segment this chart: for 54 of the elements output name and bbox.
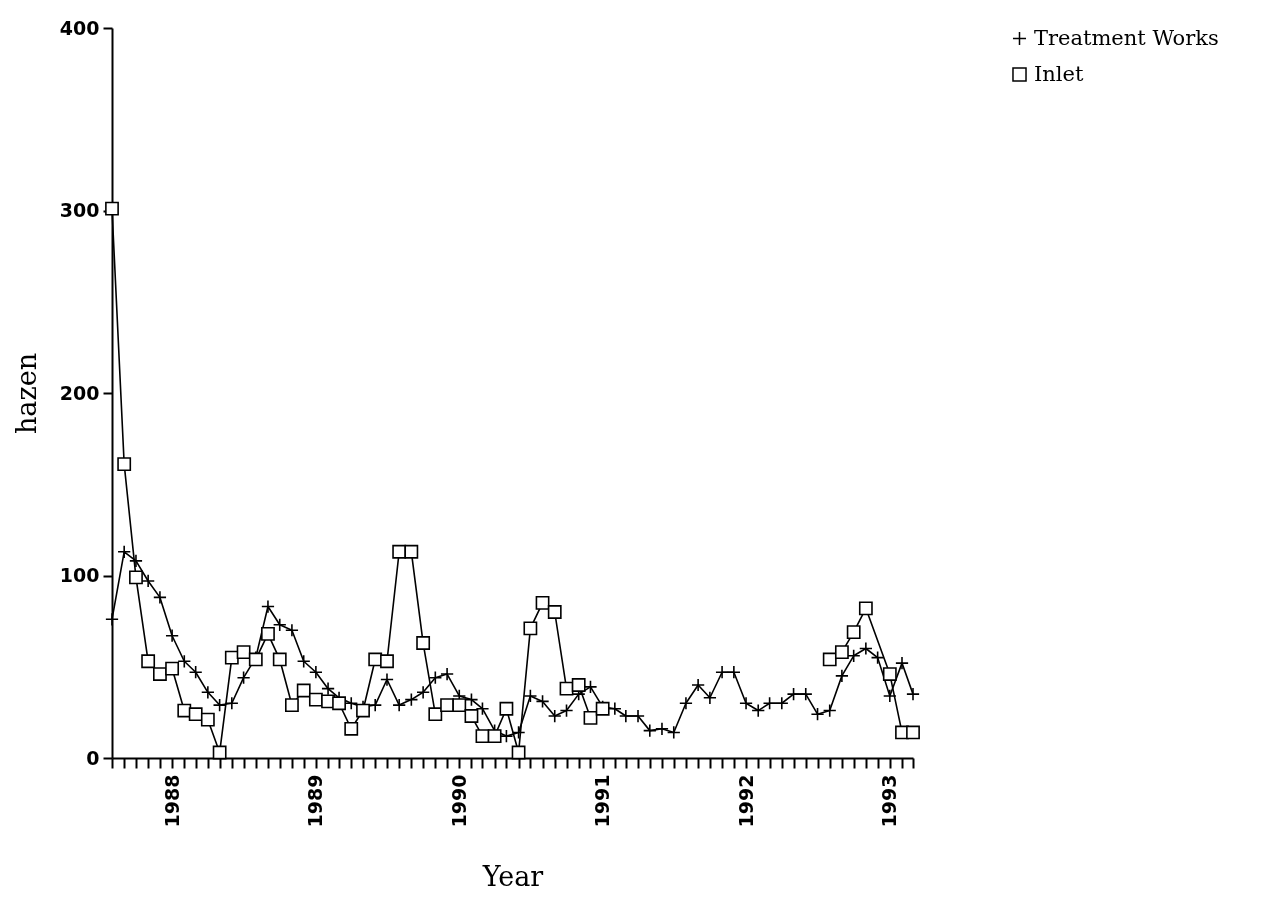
point: [117, 457, 132, 472]
x-tick-label: 1989: [304, 774, 327, 828]
y-tick-label: 100: [59, 564, 100, 586]
point: [511, 745, 526, 760]
point: [882, 667, 897, 681]
y-axis-title: hazen: [10, 352, 42, 435]
point: [499, 701, 514, 716]
legend-label: Treatment Works: [1034, 25, 1219, 50]
x-tick-label: 1991: [591, 774, 614, 828]
point: [822, 652, 837, 667]
x-axis-title: Year: [481, 861, 544, 893]
point: [344, 721, 359, 736]
point: [571, 678, 586, 692]
point: [583, 710, 598, 725]
point: [380, 654, 394, 669]
point: [272, 652, 287, 667]
point: [834, 645, 849, 660]
point: [332, 696, 346, 711]
x-tick-label: 1992: [734, 774, 757, 828]
point: [535, 595, 550, 610]
point: [523, 621, 538, 636]
y-tick-label: 0: [86, 746, 100, 769]
y-tick-label: 200: [59, 381, 100, 404]
point: [165, 661, 180, 676]
legend-label: Inlet: [1034, 61, 1084, 86]
point: [188, 707, 203, 722]
point: [261, 626, 275, 641]
point: [906, 725, 920, 740]
x-tick-label: 1990: [447, 774, 470, 828]
point: [141, 654, 156, 669]
point: [224, 650, 239, 665]
point: [153, 667, 167, 681]
y-tick-label: 300: [59, 199, 100, 221]
point: [452, 698, 467, 712]
point: [129, 570, 143, 585]
point: [547, 605, 562, 619]
point: [236, 645, 251, 660]
point: [308, 692, 323, 707]
point: [858, 601, 873, 616]
point: [428, 707, 443, 722]
point: [559, 681, 574, 696]
y-tick-label: 400: [59, 16, 100, 39]
point: [212, 745, 227, 760]
point: [846, 625, 861, 639]
point: [200, 712, 215, 727]
point: [464, 709, 479, 723]
point: [296, 683, 311, 698]
x-tick-label: 1993: [878, 774, 901, 828]
point: [356, 703, 370, 718]
x-tick-label: 1988: [160, 774, 183, 828]
point: [404, 544, 419, 559]
point: [487, 729, 502, 744]
point: [285, 698, 299, 712]
point: [416, 636, 431, 650]
